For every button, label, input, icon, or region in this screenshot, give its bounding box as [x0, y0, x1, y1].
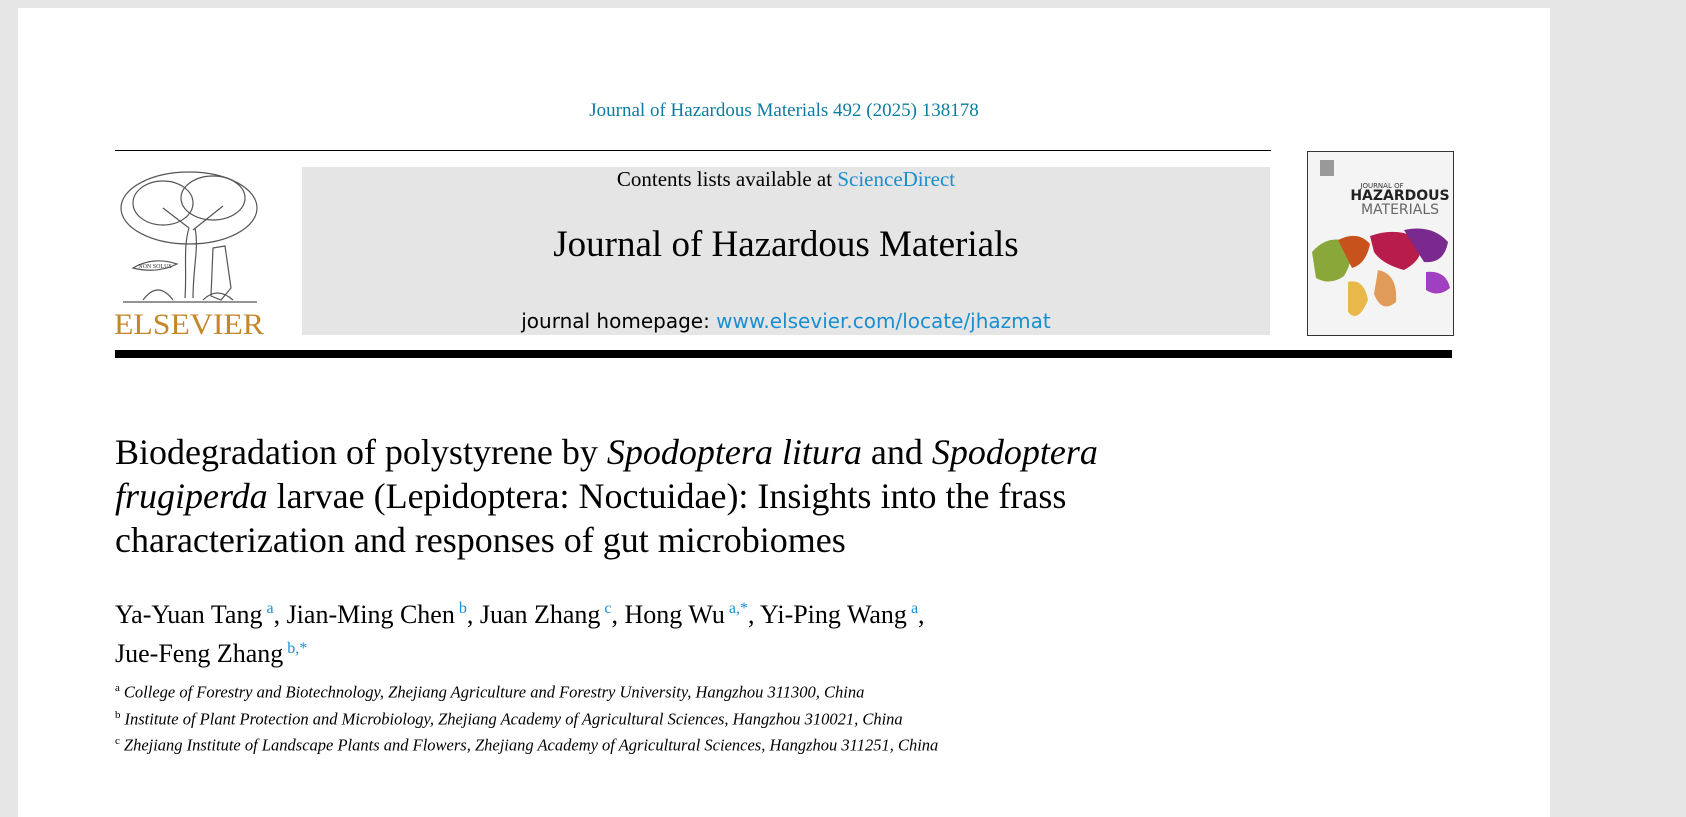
homepage-line: journal homepage: www.elsevier.com/locat… — [302, 309, 1270, 333]
contents-prefix: Contents lists available at — [616, 167, 833, 191]
paper-page: Journal of Hazardous Materials 492 (2025… — [18, 8, 1550, 817]
author-name: Juan Zhang — [479, 599, 601, 629]
author: Juan Zhang c, — [480, 600, 618, 629]
author: Jue-Feng Zhang b,* — [115, 639, 307, 668]
affiliation-text: College of Forestry and Biotechnology, Z… — [123, 682, 865, 702]
author-affiliation-mark[interactable]: b — [458, 600, 467, 617]
logo-motto: NON SOLUS — [138, 264, 172, 270]
cover-line2: HAZARDOUS — [1350, 188, 1449, 204]
contents-line: Contents lists available at ScienceDirec… — [302, 167, 1270, 192]
homepage-prefix: journal homepage: — [521, 309, 710, 333]
author-separator: , — [273, 599, 281, 629]
author-affiliation-mark[interactable]: c — [604, 600, 612, 617]
affiliation: c Zhejiang Institute of Landscape Plants … — [115, 730, 938, 757]
author-name: Jue-Feng Zhang — [115, 639, 284, 669]
affiliation-list: a College of Forestry and Biotechnology, … — [115, 677, 938, 757]
author-affiliation-mark[interactable]: b,* — [287, 639, 308, 657]
title-segment: larvae (Lepidoptera: Noctuidae): Insight… — [115, 476, 1067, 560]
citation[interactable]: Journal of Hazardous Materials 492 (2025… — [589, 100, 979, 121]
journal-name: Journal of Hazardous Materials — [553, 224, 1019, 265]
author-affiliation-mark[interactable]: a,* — [728, 600, 748, 617]
title-segment: and — [861, 432, 932, 472]
cover-logo — [1320, 160, 1334, 176]
author-affiliation-mark[interactable]: a — [266, 600, 274, 617]
title-segment: Biodegradation of polystyrene by — [115, 432, 607, 472]
cover-map — [1312, 228, 1450, 316]
author-separator: , — [611, 599, 619, 629]
author-name: Hong Wu — [624, 599, 725, 629]
author-separator: , — [466, 599, 474, 629]
publisher-name: ELSEVIER — [114, 308, 264, 338]
affiliation-text: Zhejiang Institute of Landscape Plants a… — [123, 735, 939, 755]
cover-line3: MATERIALS — [1361, 202, 1439, 218]
affiliation-label: c — [115, 735, 120, 747]
title-segment: Spodoptera frugiperda — [115, 432, 1098, 516]
author: Jian-Ming Chen b, — [287, 600, 474, 629]
journal-banner: Contents lists available at ScienceDirec… — [302, 167, 1270, 335]
tree-drawing — [120, 171, 258, 303]
cover-line1: JOURNAL OF — [1359, 182, 1403, 190]
author-name: Ya-Yuan Tang — [115, 599, 263, 629]
author-affiliation-mark[interactable]: a — [910, 600, 919, 617]
author-list: Ya-Yuan Tang a, Jian-Ming Chen b, Juan Zha… — [115, 592, 1115, 671]
affiliation: b Institute of Plant Protection and Micro… — [115, 704, 938, 731]
sciencedirect-link[interactable]: ScienceDirect — [837, 167, 956, 191]
author-name: Jian-Ming Chen — [286, 599, 455, 629]
author: Ya-Yuan Tang a, — [115, 600, 280, 629]
header-rule — [115, 150, 1271, 151]
title-segment: Spodoptera litura — [606, 432, 862, 472]
affiliation-label: a — [115, 682, 120, 694]
article-title: Biodegradation of polystyrene by Spodopt… — [115, 430, 1195, 562]
homepage-link[interactable]: www.elsevier.com/locate/jhazmat — [716, 309, 1051, 333]
journal-cover[interactable]: JOURNAL OF HAZARDOUS MATERIALS — [1307, 151, 1454, 336]
publisher-logo: NON SOLUS ELSEVIER — [114, 171, 264, 338]
author: Hong Wu a,*, — [625, 600, 755, 629]
author: Yi-Ping Wang a, — [760, 600, 925, 629]
author-separator: , — [918, 599, 925, 629]
affiliation-label: b — [115, 708, 121, 721]
author-name: Yi-Ping Wang — [760, 599, 907, 629]
header-bar — [115, 350, 1452, 358]
affiliation-text: Institute of Plant Protection and Microb… — [124, 709, 903, 728]
author-separator: , — [747, 599, 755, 629]
affiliation: a College of Forestry and Biotechnology, … — [115, 677, 938, 704]
